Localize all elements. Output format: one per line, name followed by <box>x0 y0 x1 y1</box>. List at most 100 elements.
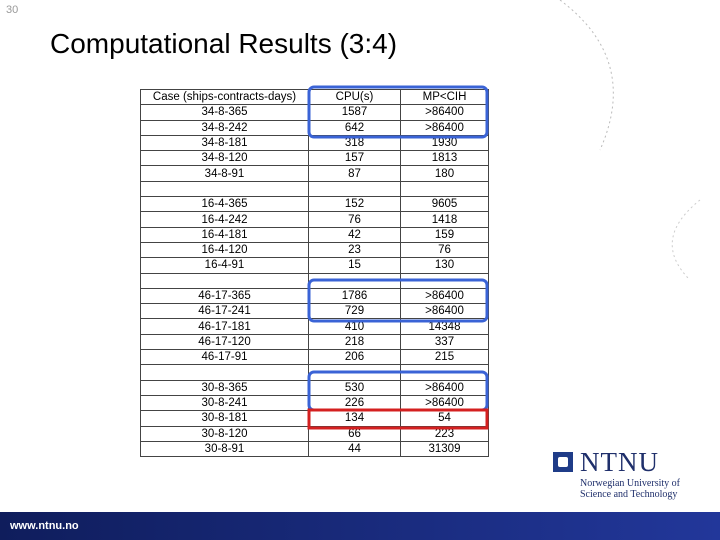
cell: 1587 <box>308 104 401 121</box>
spacer-cell <box>140 272 309 289</box>
cell: 130 <box>400 257 489 274</box>
slide-title: Computational Results (3:4) <box>50 28 398 59</box>
cell: 30-8-120 <box>140 425 309 442</box>
logo-line: Norwegian University of <box>580 478 680 489</box>
page-number: 30 <box>6 4 19 16</box>
cell: 642 <box>308 119 401 136</box>
cell: 180 <box>400 165 489 182</box>
footer-url: www.ntnu.no <box>10 520 79 532</box>
cell: 30-8-241 <box>140 394 309 412</box>
spacer-cell <box>308 364 401 381</box>
cell: 1786 <box>308 287 401 305</box>
data-row: 34-8-181 318 1930 <box>140 134 489 152</box>
cell: 337 <box>400 333 489 351</box>
cell: 30-8-365 <box>140 379 309 396</box>
spacer-cell <box>400 272 489 289</box>
cell: 66 <box>308 425 401 442</box>
cell: >86400 <box>400 119 489 136</box>
cell: 14348 <box>400 318 489 335</box>
cell: 15 <box>308 257 401 274</box>
header-row: Case (ships-contracts-days) CPU(s) MP<CIH <box>140 88 489 106</box>
header-cell: Case (ships-contracts-days) <box>140 88 309 106</box>
cell: 30-8-91 <box>140 440 309 458</box>
cell: 34-8-181 <box>140 134 309 152</box>
cell: 16-4-365 <box>140 196 309 213</box>
cell: 9605 <box>400 196 489 213</box>
spacer-row <box>140 364 489 381</box>
data-row: 34-8-91 87 180 <box>140 165 489 182</box>
cell: 16-4-91 <box>140 257 309 274</box>
data-row: 16-4-91 15 130 <box>140 257 489 274</box>
spacer-cell <box>400 180 489 198</box>
data-row: 34-8-120 157 1813 <box>140 150 489 167</box>
header-cell: MP<CIH <box>400 88 489 106</box>
spacer-cell <box>140 364 309 381</box>
cell: 218 <box>308 333 401 351</box>
cell: 30-8-181 <box>140 410 309 427</box>
cell: 226 <box>308 394 401 412</box>
cell: 46-17-365 <box>140 287 309 305</box>
cell: 87 <box>308 165 401 182</box>
cell: 46-17-120 <box>140 333 309 351</box>
data-row: 30-8-365 530 >86400 <box>140 379 489 396</box>
cell: 530 <box>308 379 401 396</box>
spacer-cell <box>308 272 401 289</box>
cell: 46-17-241 <box>140 303 309 320</box>
data-row: 30-8-120 66 223 <box>140 425 489 442</box>
cell: 34-8-242 <box>140 119 309 136</box>
cell: 134 <box>308 410 401 427</box>
data-row: 46-17-365 1786 >86400 <box>140 287 489 305</box>
data-row: 34-8-365 1587 >86400 <box>140 104 489 121</box>
spacer-cell <box>400 364 489 381</box>
spacer-cell <box>140 180 309 198</box>
cell: 410 <box>308 318 401 335</box>
spacer-row <box>140 180 489 198</box>
cell: 54 <box>400 410 489 427</box>
data-row: 30-8-181 134 54 <box>140 410 489 427</box>
data-row: 30-8-241 226 >86400 <box>140 394 489 412</box>
cell: 76 <box>308 211 401 228</box>
cell: 1930 <box>400 134 489 152</box>
cell: 152 <box>308 196 401 213</box>
cell: 42 <box>308 226 401 243</box>
footer-bar: www.ntnu.no <box>0 512 720 540</box>
data-row: 46-17-120 218 337 <box>140 333 489 351</box>
cell: 157 <box>308 150 401 167</box>
cell: >86400 <box>400 394 489 412</box>
data-row: 16-4-242 76 1418 <box>140 211 489 228</box>
cell: >86400 <box>400 303 489 320</box>
cell: 1813 <box>400 150 489 167</box>
cell: 16-4-181 <box>140 226 309 243</box>
cell: 44 <box>308 440 401 458</box>
cell: 16-4-242 <box>140 211 309 228</box>
data-row: 16-4-365 152 9605 <box>140 196 489 213</box>
cell: 34-8-91 <box>140 165 309 182</box>
decor-arc <box>671 199 701 281</box>
decor-arc <box>559 0 614 151</box>
data-row: 46-17-91 206 215 <box>140 349 489 366</box>
cell: 159 <box>400 226 489 243</box>
cell: >86400 <box>400 379 489 396</box>
data-row: 46-17-181 410 14348 <box>140 318 489 335</box>
cell: 23 <box>308 241 401 259</box>
cell: 206 <box>308 349 401 366</box>
spacer-row <box>140 272 489 289</box>
data-row: 16-4-181 42 159 <box>140 226 489 243</box>
cell: >86400 <box>400 287 489 305</box>
data-row: 46-17-241 729 >86400 <box>140 303 489 320</box>
cell: 31309 <box>400 440 489 458</box>
cell: 729 <box>308 303 401 320</box>
results-table: Case (ships-contracts-days) CPU(s) MP<CIH 3… <box>140 88 489 458</box>
cell: 46-17-91 <box>140 349 309 366</box>
logo-line: Science and Technology <box>580 489 678 500</box>
cell: 318 <box>308 134 401 152</box>
data-row: 30-8-91 44 31309 <box>140 440 489 458</box>
data-row: 34-8-242 642 >86400 <box>140 119 489 136</box>
cell: >86400 <box>400 104 489 121</box>
data-row: 16-4-120 23 76 <box>140 241 489 259</box>
cell: 76 <box>400 241 489 259</box>
cell: 16-4-120 <box>140 241 309 259</box>
spacer-cell <box>308 180 401 198</box>
logo-name: NTNU <box>580 447 659 477</box>
